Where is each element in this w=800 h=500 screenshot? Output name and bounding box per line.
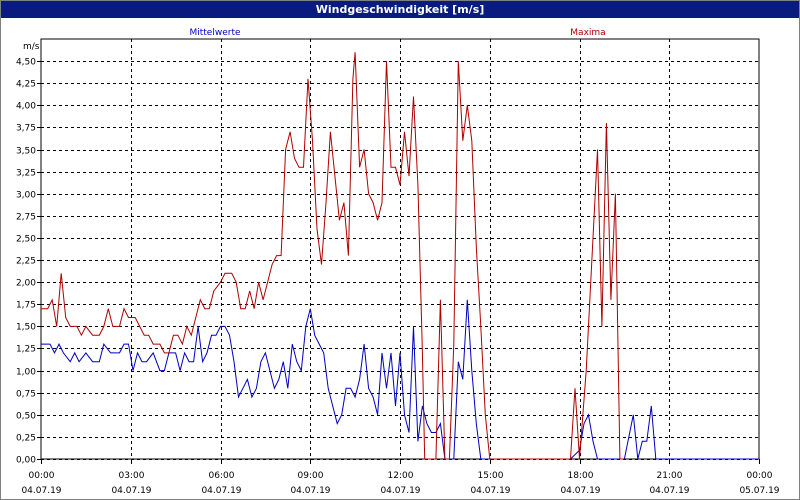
y-tick-label: 0,75 — [16, 390, 36, 400]
y-tick-label: 2,75 — [16, 213, 36, 223]
y-tick-label: 0,25 — [16, 434, 36, 444]
x-tick-date: 04.07.19 — [380, 486, 420, 496]
x-tick-date: 04.07.19 — [21, 486, 61, 496]
x-tick-time: 18:00 — [568, 471, 594, 481]
y-tick-label: 2,50 — [16, 235, 36, 245]
y-tick-label: 1,75 — [16, 301, 36, 311]
legend-max: Maxima — [570, 28, 605, 38]
x-tick-date: 05.07.19 — [739, 486, 779, 496]
y-tick-label: 1,50 — [16, 323, 36, 333]
y-axis-label: m/s — [23, 42, 40, 52]
x-tick-date: 04.07.19 — [470, 486, 510, 496]
y-tick-label: 2,25 — [16, 257, 36, 267]
y-tick-label: 3,75 — [16, 124, 36, 134]
y-tick-label: 4,50 — [16, 58, 36, 68]
y-tick-label: 3,00 — [16, 191, 36, 201]
x-tick-time: 21:00 — [657, 471, 683, 481]
y-tick-label: 0,00 — [16, 456, 36, 466]
x-tick-time: 09:00 — [298, 471, 324, 481]
x-tick-time: 00:00 — [29, 471, 55, 481]
y-tick-label: 4,25 — [16, 80, 36, 90]
y-tick-label: 3,25 — [16, 169, 36, 179]
axes: 0,00 0,25 0,50 0,75 1,00 1,25 1,50 1,75 2,00 2,25… — [16, 38, 780, 496]
x-tick-date: 04.07.19 — [290, 486, 330, 496]
grid — [41, 39, 759, 460]
x-tick-date: 04.07.19 — [111, 486, 151, 496]
x-tick-time: 12:00 — [388, 471, 414, 481]
x-tick-date: 04.07.19 — [649, 486, 689, 496]
y-tick-label: 3,50 — [16, 147, 36, 157]
y-tick-label: 4,00 — [16, 102, 36, 112]
y-tick-label: 1,00 — [16, 368, 36, 378]
x-tick-time: 06:00 — [209, 471, 235, 481]
x-tick-time: 03:00 — [119, 471, 145, 481]
series — [41, 52, 759, 460]
y-tick-label: 0,50 — [16, 412, 36, 422]
series-line-maxima — [41, 52, 625, 460]
x-tick-time: 00:00 — [747, 471, 773, 481]
y-tick-label: 2,00 — [16, 279, 36, 289]
legend-mean: Mittelwerte — [189, 28, 240, 38]
chart-title: Windgeschwindigkeit [m/s] — [1, 1, 799, 18]
x-tick-date: 04.07.19 — [560, 486, 600, 496]
x-tick-time: 15:00 — [478, 471, 504, 481]
x-tick-date: 04.07.19 — [201, 486, 241, 496]
y-tick-label: 1,25 — [16, 345, 36, 355]
